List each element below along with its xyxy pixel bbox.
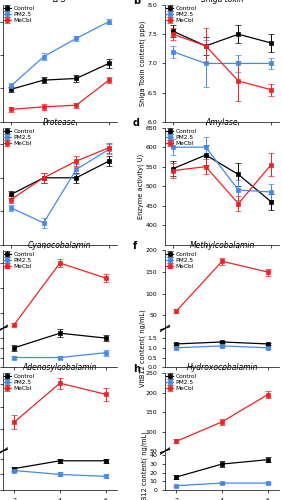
Legend: Control, PM2.5, MeCbl: Control, PM2.5, MeCbl (166, 374, 197, 392)
Legend: Control, PM2.5, MeCbl: Control, PM2.5, MeCbl (4, 252, 34, 268)
Text: b: b (133, 0, 140, 6)
Text: d: d (133, 118, 140, 128)
X-axis label: Days: Days (214, 386, 230, 392)
Legend: Control, PM2.5, MeCbl: Control, PM2.5, MeCbl (4, 6, 34, 23)
X-axis label: Days: Days (214, 263, 230, 269)
X-axis label: Days: Days (52, 263, 68, 269)
Legend: Control, PM2.5, MeCbl: Control, PM2.5, MeCbl (166, 6, 197, 23)
Y-axis label: VitB12 content( ng/mL): VitB12 content( ng/mL) (142, 432, 148, 500)
Title: Hydroxocobalamin: Hydroxocobalamin (186, 364, 258, 372)
Title: Protease: Protease (43, 118, 77, 127)
X-axis label: Days: Days (214, 140, 230, 146)
Title: Methylcobalamin: Methylcobalamin (190, 240, 255, 250)
Text: f: f (133, 241, 137, 251)
Text: h: h (133, 364, 140, 374)
Y-axis label: Shiga Toxin content( ppb): Shiga Toxin content( ppb) (140, 20, 146, 106)
Title: Cyanocobalamin: Cyanocobalamin (28, 240, 92, 250)
Legend: Control, PM2.5, MeCbl: Control, PM2.5, MeCbl (4, 129, 34, 146)
Legend: Control, PM2.5, MeCbl: Control, PM2.5, MeCbl (4, 374, 34, 392)
Title: Amylase: Amylase (206, 118, 238, 127)
Y-axis label: VitB12 content( ng/mL): VitB12 content( ng/mL) (140, 309, 146, 386)
Y-axis label: Enzyme activity( U): Enzyme activity( U) (138, 154, 144, 219)
X-axis label: Days: Days (52, 140, 68, 146)
Legend: Control, PM2.5, MeCbl: Control, PM2.5, MeCbl (166, 252, 197, 268)
X-axis label: Days: Days (52, 386, 68, 392)
Title: LPS: LPS (53, 0, 67, 4)
Title: Shiga toxin: Shiga toxin (201, 0, 244, 4)
Legend: Control, PM2.5, MeCbl: Control, PM2.5, MeCbl (166, 129, 197, 146)
Title: Adenosylcobalamin: Adenosylcobalamin (23, 364, 97, 372)
